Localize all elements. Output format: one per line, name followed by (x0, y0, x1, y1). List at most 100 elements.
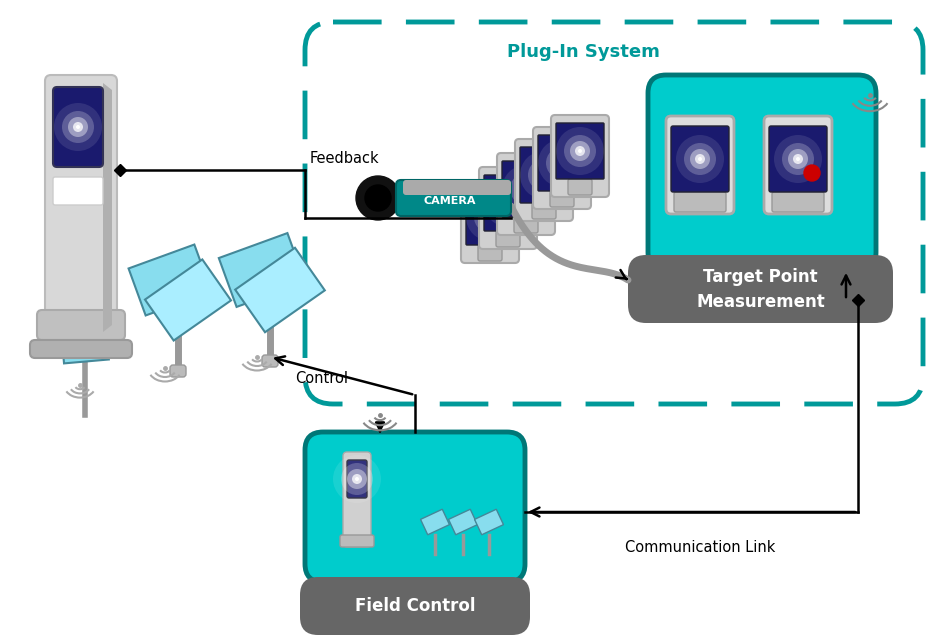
FancyBboxPatch shape (556, 123, 604, 179)
Polygon shape (219, 233, 306, 307)
FancyBboxPatch shape (533, 127, 591, 209)
Polygon shape (474, 509, 504, 535)
FancyBboxPatch shape (300, 577, 530, 635)
FancyBboxPatch shape (520, 147, 568, 203)
Text: Communication Link: Communication Link (625, 540, 775, 554)
Circle shape (484, 179, 532, 227)
FancyBboxPatch shape (502, 161, 550, 217)
Circle shape (695, 154, 705, 164)
Circle shape (520, 151, 568, 199)
Polygon shape (103, 83, 112, 332)
Circle shape (347, 469, 367, 489)
Circle shape (539, 170, 549, 180)
Text: Feedback: Feedback (310, 150, 380, 166)
FancyBboxPatch shape (53, 177, 103, 205)
Circle shape (333, 455, 381, 503)
FancyBboxPatch shape (764, 116, 832, 214)
Polygon shape (145, 259, 231, 340)
FancyBboxPatch shape (514, 217, 538, 233)
Circle shape (782, 143, 814, 175)
Circle shape (352, 474, 362, 484)
Circle shape (480, 207, 500, 227)
Circle shape (546, 147, 578, 179)
Circle shape (355, 477, 359, 481)
FancyBboxPatch shape (551, 115, 609, 197)
FancyBboxPatch shape (305, 432, 525, 582)
FancyBboxPatch shape (262, 355, 278, 367)
Circle shape (690, 149, 710, 169)
FancyBboxPatch shape (550, 191, 574, 207)
Text: Plug-In System: Plug-In System (506, 43, 659, 61)
Text: Target Point
Measurement: Target Point Measurement (696, 268, 825, 310)
FancyBboxPatch shape (538, 135, 586, 191)
FancyBboxPatch shape (772, 192, 824, 212)
Circle shape (62, 111, 94, 143)
FancyBboxPatch shape (479, 167, 537, 249)
FancyBboxPatch shape (30, 340, 132, 358)
FancyBboxPatch shape (37, 310, 125, 340)
FancyBboxPatch shape (496, 231, 520, 247)
FancyBboxPatch shape (340, 535, 374, 547)
Circle shape (804, 165, 820, 181)
Text: Field Control: Field Control (355, 597, 475, 615)
Circle shape (54, 103, 102, 151)
Circle shape (516, 179, 536, 199)
Circle shape (474, 201, 506, 233)
Circle shape (341, 463, 373, 495)
Circle shape (528, 159, 560, 191)
Text: Control: Control (295, 371, 348, 385)
Circle shape (564, 135, 596, 167)
FancyBboxPatch shape (497, 153, 555, 235)
Circle shape (552, 153, 572, 173)
Circle shape (506, 201, 510, 205)
Circle shape (557, 158, 567, 168)
Circle shape (560, 161, 564, 165)
FancyBboxPatch shape (403, 180, 511, 195)
Circle shape (542, 173, 546, 177)
FancyBboxPatch shape (666, 116, 734, 214)
FancyBboxPatch shape (484, 175, 532, 231)
Text: CAMERA: CAMERA (423, 196, 476, 206)
Circle shape (796, 157, 800, 161)
Circle shape (684, 143, 716, 175)
FancyBboxPatch shape (671, 126, 729, 192)
Circle shape (698, 157, 702, 161)
Circle shape (76, 125, 80, 129)
FancyBboxPatch shape (648, 75, 876, 270)
Circle shape (466, 193, 514, 241)
Circle shape (521, 184, 531, 194)
Circle shape (498, 193, 518, 213)
Circle shape (524, 187, 528, 191)
Circle shape (68, 117, 88, 137)
Circle shape (503, 198, 513, 208)
Circle shape (356, 176, 400, 220)
Circle shape (788, 149, 808, 169)
Circle shape (502, 165, 550, 213)
Circle shape (510, 173, 542, 205)
Circle shape (538, 139, 586, 187)
FancyBboxPatch shape (347, 460, 367, 498)
FancyBboxPatch shape (343, 452, 371, 547)
Circle shape (575, 146, 585, 156)
Polygon shape (449, 509, 477, 535)
Polygon shape (61, 326, 108, 364)
Polygon shape (128, 244, 211, 316)
FancyBboxPatch shape (532, 203, 556, 219)
FancyBboxPatch shape (674, 192, 726, 212)
FancyBboxPatch shape (515, 139, 573, 221)
Circle shape (556, 127, 604, 175)
FancyBboxPatch shape (170, 365, 186, 377)
Circle shape (492, 187, 524, 219)
Circle shape (488, 215, 492, 219)
Circle shape (485, 212, 495, 222)
Circle shape (578, 149, 582, 153)
Circle shape (365, 185, 391, 211)
FancyBboxPatch shape (461, 181, 519, 263)
Polygon shape (421, 509, 450, 535)
Circle shape (793, 154, 803, 164)
Polygon shape (235, 248, 324, 332)
FancyBboxPatch shape (396, 180, 511, 216)
FancyBboxPatch shape (478, 245, 502, 261)
FancyBboxPatch shape (45, 75, 117, 340)
Circle shape (676, 135, 724, 183)
